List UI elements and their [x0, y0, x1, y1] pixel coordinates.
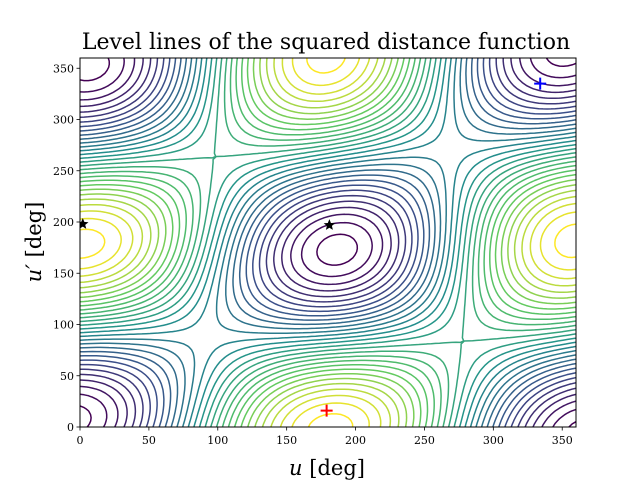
contour-level-line [80, 58, 576, 427]
contour-level-line [80, 58, 576, 427]
contour-level-line [80, 58, 576, 427]
svg-text:u′ [deg]: u′ [deg] [22, 202, 46, 283]
contour-level-line [80, 58, 576, 427]
contour-level-line [80, 58, 576, 427]
marker-black-star-left [80, 218, 89, 229]
contour-level-line [80, 58, 576, 427]
x-tick-label: 50 [142, 434, 156, 447]
contour-level-line [80, 58, 576, 427]
contour-level-line [80, 58, 576, 427]
y-tick-label: 100 [53, 319, 74, 332]
contour-level-line [80, 58, 576, 427]
markers [80, 77, 547, 417]
x-tick-label: 200 [345, 434, 366, 447]
y-tick-label: 50 [60, 370, 74, 383]
chart-title: Level lines of the squared distance func… [82, 30, 570, 55]
contour-level-line [80, 58, 576, 427]
contour-level-line [80, 58, 576, 427]
x-tick-label: 300 [483, 434, 504, 447]
x-tick-label: 0 [77, 434, 84, 447]
x-tick-label: 150 [276, 434, 297, 447]
contour-level-line [80, 58, 576, 427]
contour-level-line [80, 58, 576, 427]
svg-text:u [deg]: u [deg] [289, 456, 365, 480]
x-axis-ticks: 0 50 100 150 200 250 300 350 [77, 427, 573, 447]
contour-level-line [80, 58, 576, 427]
contour-level-line [80, 58, 576, 427]
contour-level-line [80, 58, 576, 427]
contour-level-line [80, 58, 576, 427]
y-tick-label: 200 [53, 216, 74, 229]
x-tick-label: 100 [207, 434, 228, 447]
x-axis-label: u [deg] [289, 456, 365, 480]
contour-level-line [80, 58, 576, 427]
y-tick-label: 300 [53, 114, 74, 127]
x-tick-label: 250 [414, 434, 435, 447]
marker-black-star-center [323, 219, 336, 230]
contour-level-line [80, 58, 576, 427]
y-tick-label: 0 [67, 421, 74, 434]
contour-level-line [80, 58, 576, 427]
contour-level-line [80, 58, 576, 427]
contour-lines [80, 58, 576, 427]
marker-red-plus [320, 404, 333, 417]
contour-level-line [80, 58, 576, 427]
contour-level-line [80, 58, 576, 427]
plot-frame [79, 57, 577, 428]
x-tick-label: 350 [552, 434, 573, 447]
contour-level-line [80, 58, 576, 427]
contour-level-line [80, 58, 576, 427]
y-tick-label: 250 [53, 165, 74, 178]
contour-level-line [80, 58, 576, 427]
y-axis-ticks: 0 50 100 150 200 250 300 350 [53, 62, 80, 434]
y-tick-label: 150 [53, 267, 74, 280]
contour-level-line [80, 58, 576, 427]
marker-blue-plus [534, 77, 547, 90]
y-axis-label: u′ [deg] [22, 202, 46, 283]
y-tick-label: 350 [53, 62, 74, 75]
contour-level-line [80, 58, 576, 427]
